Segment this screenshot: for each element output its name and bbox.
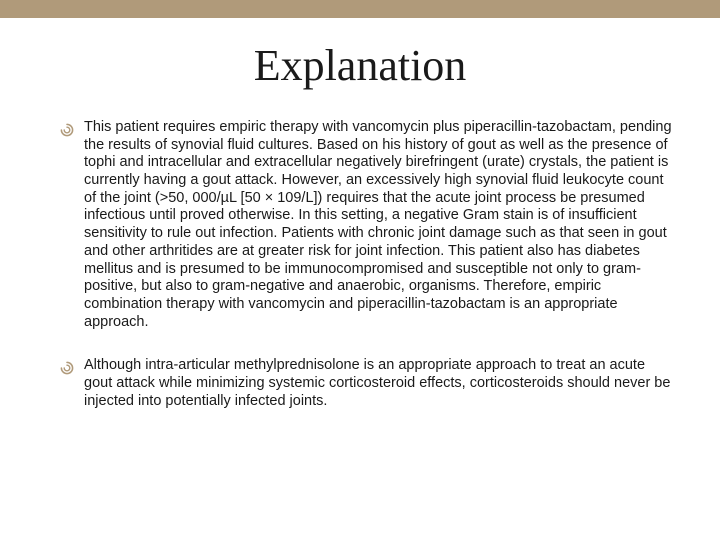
paragraph-text: This patient requires empiric therapy wi… (84, 119, 672, 331)
list-item: This patient requires empiric therapy wi… (60, 119, 672, 331)
swirl-bullet-icon (60, 361, 74, 375)
page-title: Explanation (0, 40, 720, 91)
swirl-bullet-icon (60, 123, 74, 137)
content-area: This patient requires empiric therapy wi… (0, 119, 720, 410)
list-item: Although intra-articular methylprednisol… (60, 357, 672, 410)
paragraph-text: Although intra-articular methylprednisol… (84, 357, 672, 410)
